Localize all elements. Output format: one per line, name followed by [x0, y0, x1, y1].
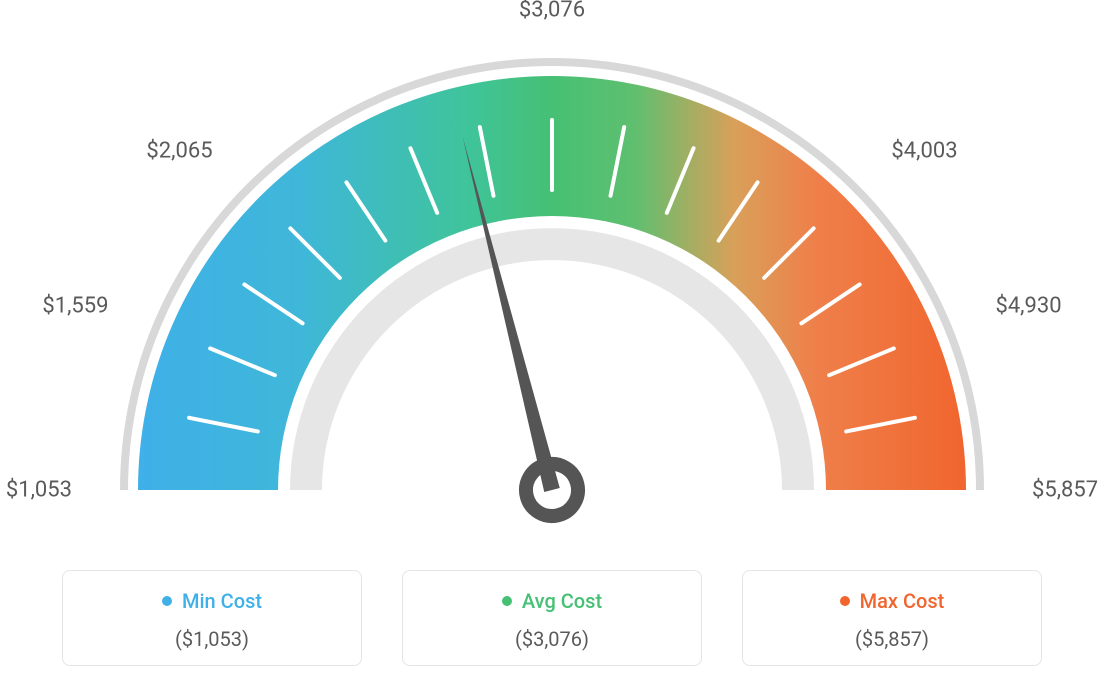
gauge-svg	[20, 20, 1084, 550]
scale-label: $4,930	[995, 294, 1061, 319]
scale-label: $1,559	[42, 294, 108, 319]
legend-dot-max	[840, 596, 850, 606]
legend-dot-min	[162, 596, 172, 606]
legend-dot-avg	[502, 596, 512, 606]
legend-title-min: Min Cost	[162, 589, 262, 613]
legend-card-max: Max Cost ($5,857)	[742, 570, 1042, 666]
scale-label: $5,857	[1032, 478, 1098, 503]
scale-label: $3,076	[519, 0, 585, 23]
scale-label: $4,003	[891, 138, 957, 163]
gauge-chart: $1,053$1,559$2,065$3,076$4,003$4,930$5,8…	[20, 20, 1084, 550]
legend-row: Min Cost ($1,053) Avg Cost ($3,076) Max …	[20, 570, 1084, 666]
legend-card-min: Min Cost ($1,053)	[62, 570, 362, 666]
legend-label-max: Max Cost	[860, 589, 945, 613]
legend-value-min: ($1,053)	[73, 627, 351, 651]
legend-value-max: ($5,857)	[753, 627, 1031, 651]
legend-card-avg: Avg Cost ($3,076)	[402, 570, 702, 666]
legend-title-max: Max Cost	[840, 589, 945, 613]
legend-label-avg: Avg Cost	[522, 589, 602, 613]
scale-label: $1,053	[6, 478, 72, 503]
legend-title-avg: Avg Cost	[502, 589, 602, 613]
legend-label-min: Min Cost	[182, 589, 262, 613]
scale-label: $2,065	[146, 138, 212, 163]
legend-value-avg: ($3,076)	[413, 627, 691, 651]
